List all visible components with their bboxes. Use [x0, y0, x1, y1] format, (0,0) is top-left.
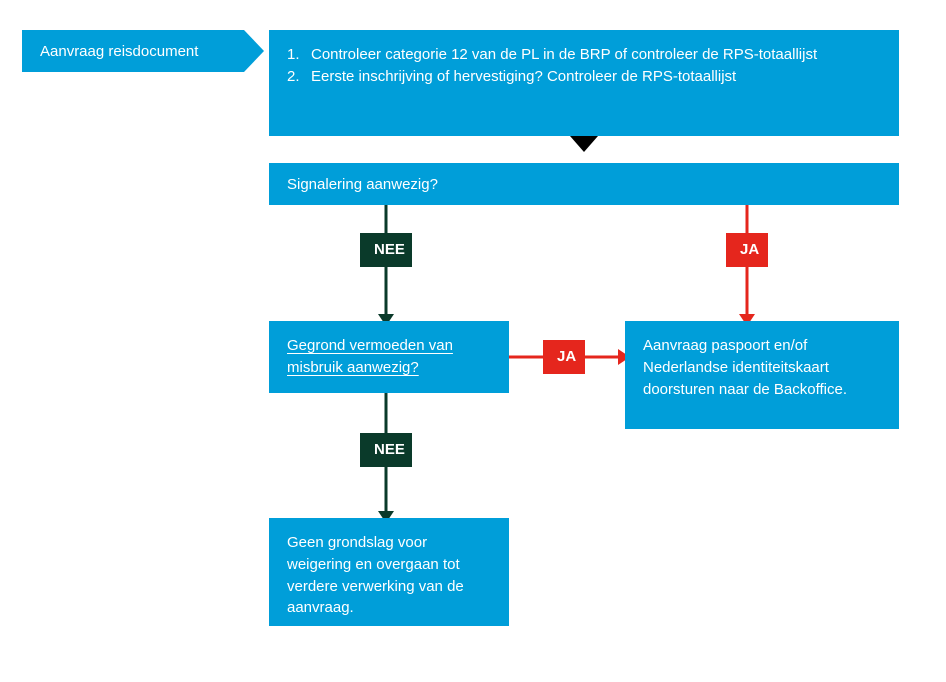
node-question-misbruik-text: Gegrond vermoeden van misbruik aanwezig?: [287, 337, 453, 376]
node-start-text: Aanvraag reisdocument: [40, 43, 198, 60]
node-checks: 1. Controleer categorie 12 van de PL in …: [269, 30, 899, 136]
node-question-misbruik: Gegrond vermoeden van misbruik aanwezig?: [269, 321, 509, 393]
node-outcome-proceed-text: Geen grondslag voor weigering en overgaa…: [287, 534, 464, 616]
edge-label-ja-1: JA: [726, 233, 768, 267]
node-checks-list: 1. Controleer categorie 12 van de PL in …: [287, 44, 881, 88]
node-outcome-proceed: Geen grondslag voor weigering en overgaa…: [269, 518, 509, 626]
list-item: 2. Eerste inschrijving of hervestiging? …: [287, 66, 881, 88]
list-item: 1. Controleer categorie 12 van de PL in …: [287, 44, 881, 66]
item-text: Controleer categorie 12 van de PL in de …: [311, 44, 817, 66]
edge-label-ja-2: JA: [543, 340, 585, 374]
node-outcome-forward: Aanvraag paspoort en/of Nederlandse iden…: [625, 321, 899, 429]
item-number: 2.: [287, 66, 311, 88]
node-question-signalering: Signalering aanwezig?: [269, 163, 899, 205]
item-number: 1.: [287, 44, 311, 66]
node-outcome-forward-text: Aanvraag paspoort en/of Nederlandse iden…: [643, 337, 847, 398]
node-question-signalering-text: Signalering aanwezig?: [287, 176, 438, 193]
edge-label-nee-1: NEE: [360, 233, 412, 267]
node-start: Aanvraag reisdocument: [22, 30, 244, 72]
edge-label-nee-2: NEE: [360, 433, 412, 467]
item-text: Eerste inschrijving of hervestiging? Con…: [311, 66, 736, 88]
